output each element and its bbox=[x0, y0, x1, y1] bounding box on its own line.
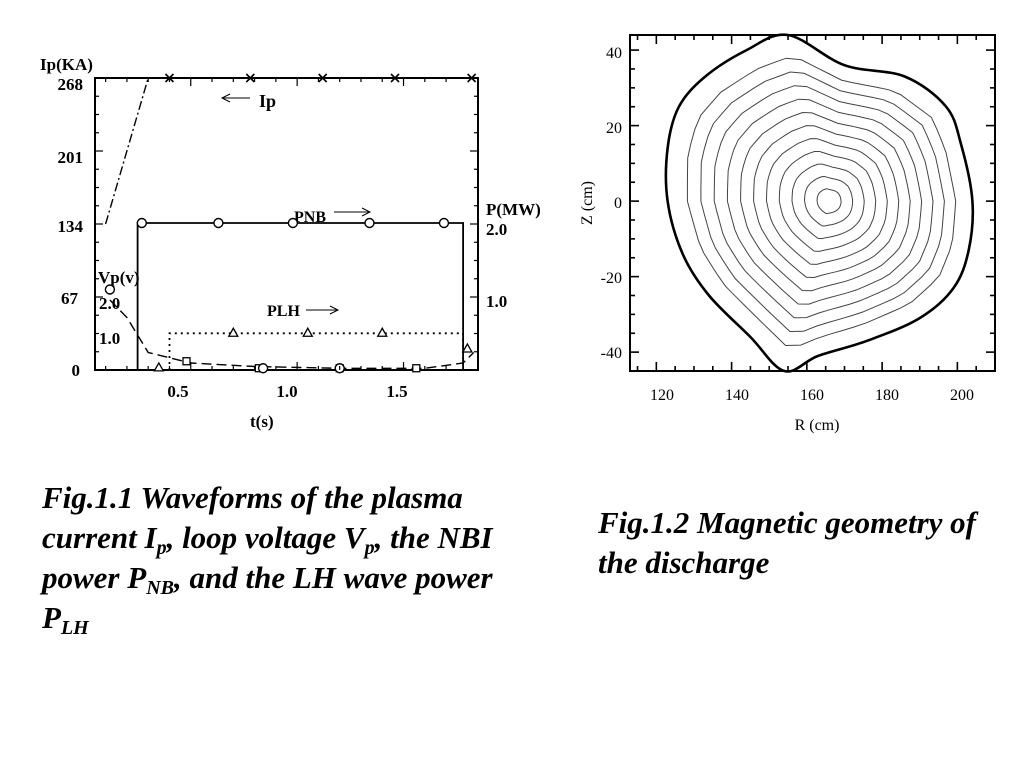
caption-1-part: , the NBI power P bbox=[42, 520, 493, 595]
flux-surface bbox=[778, 151, 877, 252]
caption-1-sub: p bbox=[364, 537, 375, 559]
caption-1-part: , loop voltage V bbox=[166, 520, 365, 555]
flux-surface bbox=[740, 111, 911, 292]
series-arrows bbox=[220, 93, 372, 315]
flux-y-tick-label: -20 bbox=[601, 270, 622, 287]
plh-marker bbox=[302, 326, 314, 337]
series-label-plh: PLH bbox=[267, 303, 300, 320]
arrow-ip bbox=[220, 93, 250, 103]
y-left-tick-label: 268 bbox=[58, 75, 84, 94]
flux-x-tick-label: 200 bbox=[950, 387, 974, 404]
flux-x-tick-labels: 120 140 160 180 200 bbox=[650, 387, 974, 404]
y-left-tick-label: 134 bbox=[58, 217, 84, 236]
flux-surface bbox=[804, 175, 854, 227]
caption-1-part: , and the LH wave power P bbox=[42, 560, 493, 635]
series-label-pnb: PNB bbox=[294, 209, 326, 226]
y-left-tick-labels: 268 201 134 67 0 bbox=[58, 75, 84, 380]
flux-y-tick-label: 0 bbox=[614, 195, 622, 212]
vp-marker bbox=[412, 364, 421, 373]
figure-1-caption: Fig.1.1 Waveforms of the plasma current … bbox=[42, 478, 542, 638]
flux-x-tick-label: 160 bbox=[800, 387, 824, 404]
figure-2-caption: Fig.1.2 Magnetic geometry of the dischar… bbox=[598, 505, 976, 580]
y-left-tick-label: 0 bbox=[72, 361, 81, 380]
y-left-axis-label: Ip(KA) bbox=[40, 55, 93, 74]
y-right-axis-label: P(MW) bbox=[486, 200, 541, 219]
flux-surface bbox=[791, 163, 865, 240]
flux-surface bbox=[686, 57, 957, 347]
pnb-marker bbox=[364, 217, 375, 229]
flux-surface bbox=[753, 125, 900, 279]
flux-y-tick-label: 40 bbox=[606, 45, 622, 62]
flux-y-tick-labels: 40 20 0 -20 -40 bbox=[601, 45, 622, 362]
plh-marker bbox=[376, 326, 388, 337]
caption-1-sub: p bbox=[156, 537, 167, 559]
flux-x-tick-label: 180 bbox=[875, 387, 899, 404]
flux-surface bbox=[765, 138, 888, 265]
arrow-pnb bbox=[334, 207, 372, 217]
vp-tick-label: 2.0 bbox=[99, 294, 120, 313]
y-right-tick-label: 1.0 bbox=[486, 292, 507, 311]
vp-marker bbox=[257, 363, 269, 374]
last-closed-flux-surface bbox=[664, 33, 975, 373]
flux-y-tick-label: -40 bbox=[601, 345, 622, 362]
flux-surface-chart: R (cm) Z (cm) 120 140 160 180 200 40 20 … bbox=[579, 33, 996, 434]
series-label-ip: Ip bbox=[259, 91, 276, 111]
pnb-marker bbox=[438, 217, 450, 229]
flux-surfaces bbox=[664, 33, 975, 373]
x-axis-label: t(s) bbox=[250, 412, 274, 431]
caption-1-sub: NB bbox=[146, 577, 174, 599]
pnb-marker bbox=[213, 217, 224, 229]
flux-y-tick-label: 20 bbox=[606, 120, 622, 137]
ip-marker bbox=[245, 73, 255, 83]
flux-x-tick-label: 140 bbox=[725, 387, 749, 404]
x-tick-label: 1.5 bbox=[386, 382, 407, 401]
vp-marker bbox=[182, 357, 191, 366]
flux-surface bbox=[726, 98, 923, 305]
y-right-tick-label: 2.0 bbox=[486, 220, 507, 239]
plh-marker bbox=[461, 342, 473, 353]
x-tick-label: 0.5 bbox=[167, 382, 188, 401]
flux-tick-marks bbox=[630, 35, 996, 372]
flux-x-tick-label: 120 bbox=[650, 387, 674, 404]
flux-y-axis-label: Z (cm) bbox=[579, 181, 596, 225]
flux-plot-frame bbox=[629, 34, 996, 372]
pnb-marker bbox=[287, 217, 299, 229]
flux-surface bbox=[700, 71, 945, 333]
waveform-tick-marks bbox=[95, 77, 478, 371]
vp-tick-label: 1.0 bbox=[99, 329, 120, 348]
ip-marker bbox=[390, 73, 400, 83]
arrow-plh bbox=[306, 305, 340, 315]
pnb-marker bbox=[136, 217, 148, 229]
plh-letter: PLH bbox=[267, 303, 300, 320]
caption-1-part: Fig.1.1 Waveforms of the plasma current … bbox=[42, 480, 463, 555]
vp-marker bbox=[104, 284, 116, 295]
waveform-chart: Ip(KA) P(MW) t(s) 268 201 134 67 0 2.0 1… bbox=[40, 55, 541, 431]
flux-x-axis-label: R (cm) bbox=[795, 417, 840, 434]
vp-axis-label: Vp(v) bbox=[98, 268, 140, 287]
ip-letter: Ip bbox=[259, 91, 276, 111]
flux-surface bbox=[816, 188, 842, 215]
plh-marker bbox=[227, 326, 239, 337]
plh-marker bbox=[153, 361, 165, 372]
ip-marker bbox=[318, 73, 328, 83]
caption-1-sub: LH bbox=[60, 617, 89, 639]
pnb-letter: PNB bbox=[294, 209, 326, 226]
x-tick-label: 1.0 bbox=[276, 382, 297, 401]
y-left-tick-label: 201 bbox=[58, 148, 84, 167]
flux-surface bbox=[713, 85, 934, 319]
y-left-tick-label: 67 bbox=[61, 289, 79, 308]
